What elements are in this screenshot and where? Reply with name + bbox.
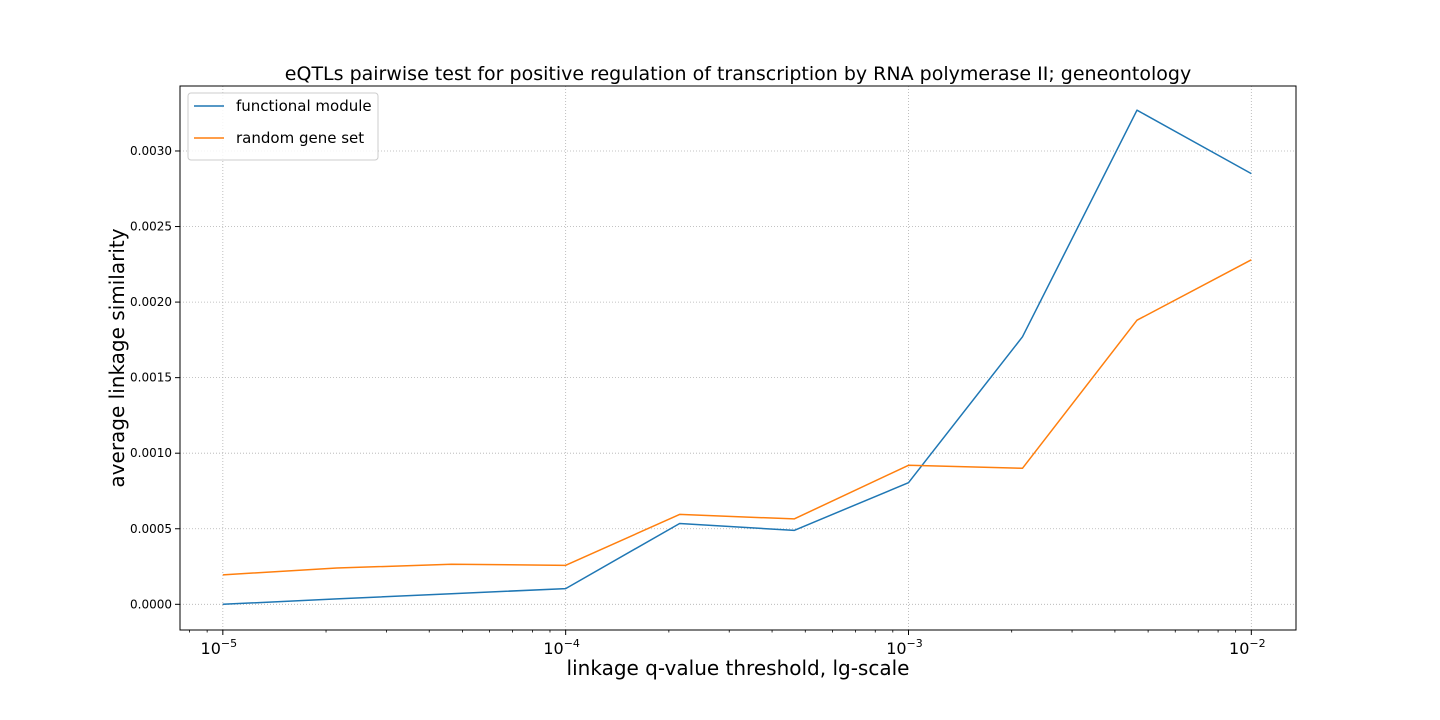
x-tick-label: 10−5	[201, 637, 238, 658]
chart-title: eQTLs pairwise test for positive regulat…	[285, 63, 1191, 85]
x-axis-label: linkage q-value threshold, lg-scale	[567, 656, 910, 680]
y-tick-label: 0.0000	[130, 597, 172, 611]
legend-label: functional module	[236, 97, 372, 115]
y-axis-label: average linkage similarity	[105, 228, 129, 487]
ticks: 10−5 10−4 10−3 10−2 0.0000 0.0005 0.0010 0.0015…	[130, 144, 1266, 658]
series-lines	[222, 109, 1252, 606]
y-tick-label: 0.0020	[130, 295, 172, 309]
x-tick-label: 10−4	[543, 637, 580, 658]
series-line-random-gene-set	[222, 259, 1252, 576]
legend: functional module random gene set	[187, 92, 379, 161]
legend-box	[187, 92, 379, 161]
x-tick-label: 10−2	[1229, 637, 1266, 658]
y-tick-label: 0.0015	[130, 371, 172, 385]
y-tick-label: 0.0025	[130, 220, 172, 234]
plot-frame	[179, 85, 1297, 631]
x-tick-label: 10−3	[886, 637, 923, 658]
y-tick-label: 0.0005	[130, 522, 172, 536]
y-tick-label: 0.0010	[130, 446, 172, 460]
legend-label: random gene set	[236, 129, 364, 147]
y-tick-label: 0.0030	[130, 144, 172, 158]
grid	[180, 86, 1296, 630]
series-line-functional-module	[222, 109, 1252, 606]
